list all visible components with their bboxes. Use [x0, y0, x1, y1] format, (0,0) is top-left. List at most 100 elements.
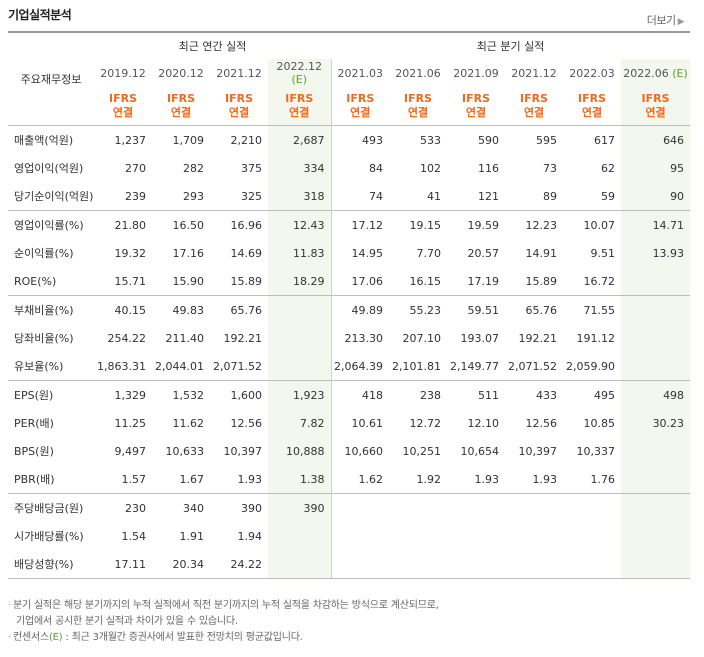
table-cell: 238: [389, 380, 448, 409]
table-row: EPS(원) 1,329 1,532 1,600 1,923 418 238 511 433 49…: [8, 380, 691, 409]
ifrs-label: IFRS: [346, 92, 375, 105]
table-cell: [621, 352, 691, 381]
ifrs-label: IFRS: [641, 92, 670, 105]
table-cell: 270: [125, 161, 146, 175]
table-cell: 65.76: [210, 295, 268, 324]
table-cell: 325: [241, 189, 262, 203]
table-cell: [268, 352, 332, 381]
period-header: 2021.09: [447, 59, 505, 87]
quarter-group-header: 최근 분기 실적: [331, 31, 691, 59]
table-row: 유보율(%) 1,863.31 2,044.01 2,071.52 2,064.39 2,…: [8, 352, 691, 381]
table-cell: 16.15: [409, 274, 442, 288]
row-label: PBR(배): [14, 473, 55, 486]
table-cell: 1,532: [152, 380, 210, 409]
more-link[interactable]: 더보기 ▶: [647, 12, 685, 28]
period-header: 2019.12: [94, 59, 152, 87]
table-cell: 617: [563, 125, 622, 154]
table-cell: 30.23: [621, 409, 691, 437]
table-cell: [621, 295, 691, 324]
table-cell: 1.67: [179, 472, 205, 486]
table-cell: 14.95: [330, 239, 390, 267]
consolidated-label: 연결: [112, 106, 134, 119]
ifrs-label: IFRS: [285, 92, 314, 105]
table-cell: 1,329: [94, 380, 152, 409]
footnote-2-prefix: 컨센서스: [12, 632, 49, 643]
table-cell: 2,071.52: [213, 359, 262, 373]
row-label: 영업이익률(%): [8, 210, 94, 239]
table-cell: 19.59: [447, 210, 506, 239]
ifrs-header: IFRS 연결: [152, 87, 210, 126]
row-label: 부채비율(%): [8, 295, 94, 324]
ifrs-label: IFRS: [225, 92, 253, 105]
row-header-label: 주요재무정보: [8, 31, 94, 126]
table-cell: 14.71: [621, 210, 691, 239]
table-cell: [505, 522, 563, 550]
table-cell: 1.57: [121, 472, 147, 486]
table-cell: 293: [183, 189, 204, 203]
table-cell: 334: [268, 154, 332, 182]
table-cell: 12.56: [525, 416, 558, 430]
table-cell: [621, 267, 691, 296]
table-cell: 20.34: [152, 550, 210, 579]
table-cell: 71.55: [563, 295, 622, 324]
period-header: 2021.03: [330, 59, 390, 87]
table-row: 주당배당금(원) 230 340 390 390: [8, 493, 691, 522]
consolidated-label: 연결: [645, 106, 666, 119]
table-cell: [447, 493, 506, 522]
table-cell: 1.93: [532, 472, 558, 486]
ifrs-header: IFRS 연결: [621, 87, 691, 126]
table-cell: 495: [563, 380, 622, 409]
table-cell: [447, 550, 506, 579]
table-cell: 254.22: [107, 331, 147, 345]
row-label: 당기순이익(억원): [14, 190, 94, 203]
period-header: 2022.12 (E): [268, 59, 332, 87]
footnote-2-mark: (E): [48, 632, 63, 643]
ifrs-label: IFRS: [109, 92, 137, 105]
table-cell: 1.38: [268, 465, 332, 494]
row-label: 주당배당금(원): [8, 493, 94, 522]
row-label: 유보율(%): [14, 360, 64, 373]
table-cell: [505, 550, 564, 579]
table-cell: 7.70: [416, 246, 442, 260]
table-cell: 375: [241, 161, 262, 175]
table-row: 매출액(억원) 1,237 1,709 2,210 2,687 493 533 590 595 6…: [8, 125, 691, 154]
table-cell: [389, 493, 448, 522]
footnote-1: · 분기 실적은 해당 분기까지의 누적 실적에서 직전 분기까지의 누적 실적을…: [8, 598, 439, 614]
period-label: 2022.03: [569, 66, 615, 80]
table-cell: 10,660: [330, 437, 390, 465]
table-cell: 10,888: [268, 437, 332, 465]
ifrs-label: IFRS: [520, 92, 549, 105]
table-row: PER(배) 11.25 11.62 12.56 7.82 10.61 12.72 12.10…: [8, 409, 691, 437]
ifrs-header: IFRS 연결: [330, 87, 390, 126]
table-cell: 418: [330, 380, 390, 409]
table-cell: 10,337: [576, 444, 616, 458]
table-cell: 2,101.81: [392, 359, 442, 373]
ifrs-header: IFRS 연결: [505, 87, 563, 126]
table-cell: 21.80: [94, 210, 152, 239]
table-cell: 102: [420, 161, 442, 175]
annual-group-header: 최근 연간 실적: [94, 31, 332, 59]
table-cell: 1.62: [330, 465, 390, 494]
period-label: 2022.06: [623, 66, 669, 80]
bullet-icon: ·: [8, 632, 11, 643]
table-cell: 15.89: [230, 274, 263, 288]
table-cell: 74: [330, 182, 390, 211]
table-cell: 17.19: [467, 274, 500, 288]
table-cell: 595: [505, 125, 564, 154]
table-cell: 2,687: [268, 125, 332, 154]
table-cell: 62: [601, 161, 616, 175]
table-cell: 18.29: [268, 267, 332, 296]
table-cell: 14.69: [230, 246, 263, 260]
period-label: 2020.12: [158, 66, 204, 80]
table-cell: 511: [447, 380, 506, 409]
row-label: ROE(%): [14, 274, 57, 288]
period-label: 2021.03: [337, 66, 384, 80]
table-cell: [268, 295, 332, 324]
table-cell: 1.91: [179, 529, 205, 543]
table-row: 영업이익(억원) 270 282 375 334 84 102 116 73 62 95: [8, 154, 691, 182]
footnote-2: · 컨센서스(E) : 최근 3개월간 증권사에서 발표한 전망치의 평균값입니다…: [8, 630, 439, 646]
footnote-1-cont: 기업에서 공시한 분기 실적과 차이가 있을 수 있습니다.: [8, 614, 439, 630]
table-row: PBR(배) 1.57 1.67 1.93 1.38 1.62 1.92 1.93 1.93 1.…: [8, 465, 691, 494]
table-cell: 2,064.39: [330, 352, 390, 381]
table-cell: 2,059.90: [566, 359, 616, 373]
